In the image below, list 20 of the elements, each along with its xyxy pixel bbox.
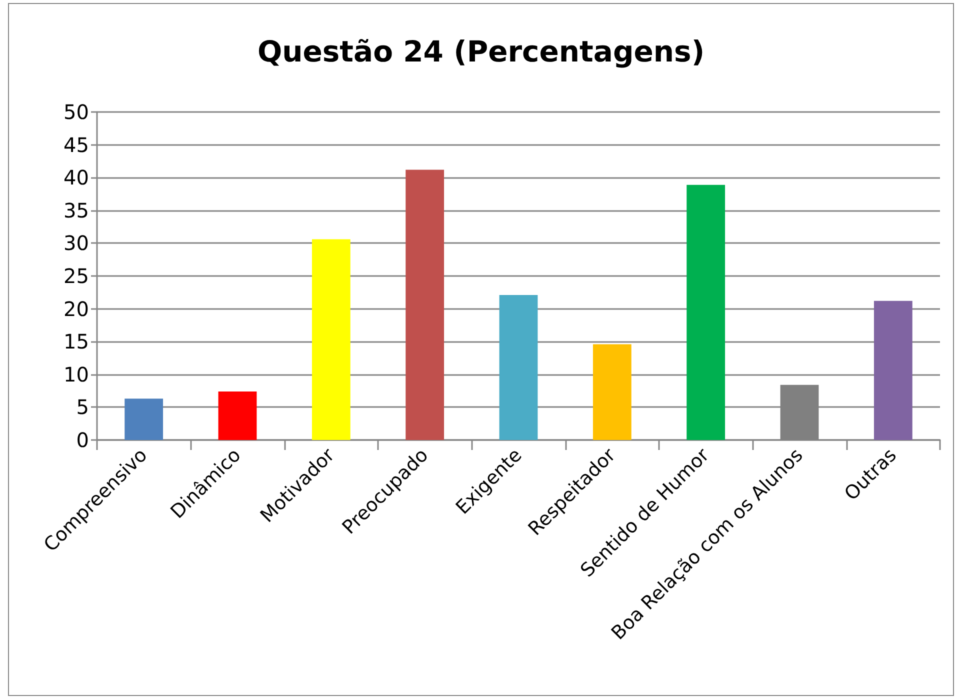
y-tick-label: 35 — [64, 198, 89, 222]
y-tick-label: 25 — [64, 264, 89, 288]
y-tick-label: 40 — [64, 166, 89, 190]
y-tick-label: 20 — [64, 296, 89, 321]
bar — [874, 300, 912, 440]
bar — [592, 344, 632, 440]
y-tick-label: 15 — [64, 330, 89, 354]
y-tick-label: 30 — [64, 231, 89, 256]
bar — [499, 295, 538, 440]
y-tick-label: 50 — [64, 100, 89, 124]
y-tick-label: 10 — [64, 362, 89, 386]
bar — [406, 170, 444, 440]
bar — [686, 184, 726, 440]
chart-title: Questão 24 (Percentagens) — [257, 34, 705, 68]
y-tick-label: 5 — [76, 395, 89, 420]
bar — [312, 239, 350, 440]
y-tick-label: 45 — [64, 132, 89, 157]
bar — [124, 398, 164, 440]
bar — [218, 391, 257, 440]
y-tick-label: 0 — [76, 428, 89, 452]
